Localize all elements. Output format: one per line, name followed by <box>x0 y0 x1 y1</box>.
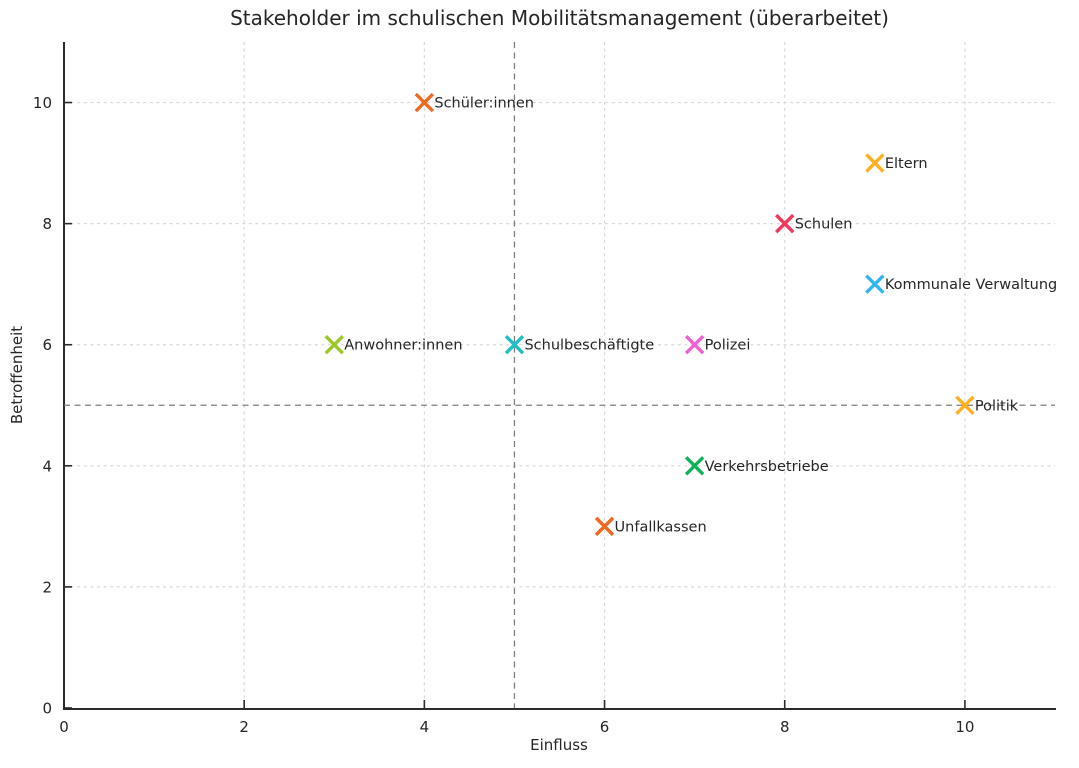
point-marker <box>865 274 885 294</box>
point-marker <box>414 92 435 113</box>
point-label: Kommunale Verwaltung <box>885 277 1057 293</box>
point-marker <box>684 335 705 355</box>
point-label: Anwohner:innen <box>344 338 462 354</box>
plot-area: 0 2 4 6 8 10 0 2 4 6 8 10 Schüler:innen Eltern Schulen… <box>33 42 1057 736</box>
point-label: Schüler:innen <box>434 96 534 112</box>
x-tick-label: 6 <box>600 718 610 736</box>
point-label: Politik <box>975 398 1019 414</box>
point-label: Schulbeschäftigte <box>524 338 654 354</box>
y-tick-label: 4 <box>42 457 52 475</box>
point-label: Verkehrsbetriebe <box>705 459 829 475</box>
y-axis-spine <box>63 42 65 710</box>
x-axis-spine <box>63 708 1056 710</box>
point-label: Unfallkassen <box>615 519 707 535</box>
y-tick-label: 10 <box>33 94 52 112</box>
chart-title: Stakeholder im schulischen Mobilitätsman… <box>230 6 889 30</box>
x-tick-label: 8 <box>780 718 790 736</box>
point-label: Eltern <box>885 156 928 172</box>
y-tick-label: 6 <box>42 336 52 354</box>
x-tick-label: 0 <box>59 718 69 736</box>
y-tick-label: 2 <box>42 578 52 596</box>
x-tick-label: 10 <box>955 718 974 736</box>
x-axis-label: Einfluss <box>530 736 588 754</box>
point-marker <box>955 395 975 415</box>
point-label: Schulen <box>795 217 853 233</box>
x-tick-label: 4 <box>420 718 430 736</box>
point-marker <box>865 153 885 173</box>
y-axis-label: Betroffenheit <box>8 325 26 425</box>
x-tick-label: 2 <box>239 718 249 736</box>
point-marker <box>324 335 344 355</box>
y-tick-label: 0 <box>42 700 52 718</box>
point-marker <box>594 516 615 537</box>
point-marker <box>504 335 525 355</box>
y-tick-label: 8 <box>42 215 52 233</box>
point-marker <box>684 456 705 476</box>
point-label: Polizei <box>705 338 751 354</box>
point-marker <box>775 213 795 234</box>
